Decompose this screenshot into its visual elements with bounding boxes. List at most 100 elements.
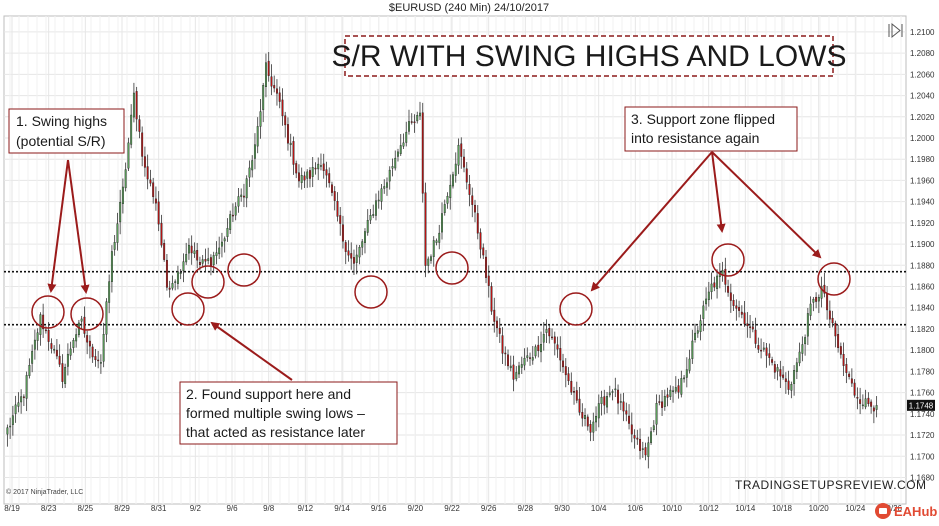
candle-body-bear — [286, 124, 289, 144]
candle-body-bear — [152, 182, 155, 198]
candle — [630, 412, 633, 443]
candle — [146, 154, 149, 190]
arrow-to-resistance-3 — [711, 151, 822, 259]
y-tick-label: 1.1960 — [910, 176, 935, 185]
plot-area — [3, 15, 907, 505]
candle — [143, 146, 146, 177]
candle-body-bear — [273, 85, 276, 89]
annotation-flip-line1: 3. Support zone flipped — [631, 111, 775, 127]
candle — [377, 190, 380, 209]
candle — [9, 417, 12, 439]
candle — [658, 394, 661, 406]
brand-text: TRADINGSETUPSREVIEW.COM — [735, 478, 927, 492]
candle-body-bear — [834, 322, 837, 337]
candle — [556, 336, 559, 358]
candle — [383, 179, 386, 194]
candle-body-bear — [196, 250, 199, 261]
candle-body-bear — [666, 394, 669, 398]
y-tick-label: 1.2060 — [910, 70, 935, 79]
candle — [25, 371, 28, 412]
candle — [375, 193, 377, 221]
candle-body-bear — [50, 343, 53, 349]
candle-body-bull — [127, 142, 130, 169]
candle — [432, 236, 435, 267]
candle-body-bull — [707, 291, 710, 301]
candle — [584, 408, 586, 427]
candle — [644, 442, 647, 461]
candle — [578, 386, 581, 416]
candle-body-bull — [262, 85, 265, 110]
candle — [787, 370, 790, 395]
candle — [567, 367, 570, 385]
swing-high-circle-2 — [70, 297, 104, 331]
candle-body-bull — [218, 247, 221, 255]
candle — [446, 192, 449, 209]
candle — [559, 336, 562, 372]
candle-body-bull — [457, 144, 460, 166]
candle-body-bull — [680, 378, 683, 395]
candle-body-bull — [31, 351, 34, 364]
candle-body-bear — [353, 257, 355, 264]
candle-body-bull — [672, 390, 675, 393]
candle-body-bear — [751, 326, 754, 330]
candle-body-bear — [479, 232, 482, 250]
copyright-text: © 2017 NinjaTrader, LLC — [6, 488, 83, 496]
candle-body-bull — [215, 252, 218, 256]
candle — [160, 214, 163, 248]
candle-body-bear — [567, 373, 570, 382]
candle-body-bull — [75, 334, 78, 342]
candle-body-bear — [622, 401, 625, 412]
candle-body-bear — [658, 401, 661, 403]
candle — [176, 265, 179, 290]
candle-body-bull — [443, 204, 446, 213]
candle-body-bull — [542, 334, 545, 343]
candle-body-bull — [817, 297, 820, 302]
candle-body-bear — [738, 306, 741, 311]
x-tick-label: 9/8 — [263, 504, 275, 513]
candle-body-bear — [471, 195, 474, 205]
candle — [231, 203, 234, 222]
candle — [399, 134, 402, 156]
candle — [28, 358, 31, 379]
x-tick-label: 10/24 — [845, 504, 866, 513]
candle — [762, 342, 765, 352]
candle-body-bear — [231, 214, 234, 217]
candle-body-bear — [779, 369, 782, 377]
candle — [165, 253, 168, 291]
candle-body-bear — [295, 163, 298, 174]
candle — [823, 272, 826, 298]
candle — [152, 177, 155, 204]
candle-body-bear — [746, 323, 749, 327]
candle-body-bear — [828, 310, 831, 320]
candle — [102, 322, 105, 368]
candle-body-bull — [182, 261, 185, 271]
candle-body-bear — [58, 355, 61, 365]
swing-low-circle-2 — [191, 265, 225, 299]
candle-body-bear — [556, 344, 559, 350]
panel-toggle-icon[interactable] — [888, 22, 903, 39]
candle-body-bear — [853, 382, 856, 396]
candle — [259, 98, 262, 139]
candle-body-bull — [801, 344, 804, 354]
candle — [369, 208, 372, 224]
candle-body-bear — [86, 335, 89, 343]
candle-body-bull — [540, 344, 542, 353]
candle-body-bull — [545, 329, 548, 333]
candle-body-bull — [685, 369, 688, 378]
candle — [36, 328, 39, 351]
candle-body-bull — [820, 286, 823, 299]
candle-body-bull — [509, 365, 512, 369]
candle-body-bull — [201, 259, 204, 264]
candle — [738, 300, 741, 318]
candle — [355, 244, 358, 275]
candle — [105, 298, 108, 343]
candle — [465, 162, 468, 190]
candle — [694, 323, 697, 343]
candle-body-bull — [584, 415, 586, 420]
candle — [490, 282, 493, 315]
candle-body-bull — [804, 337, 807, 345]
candle-body-bull — [17, 402, 20, 407]
candle-body-bear — [267, 60, 270, 76]
candle-body-bear — [537, 344, 540, 352]
candle-body-bull — [762, 347, 765, 350]
